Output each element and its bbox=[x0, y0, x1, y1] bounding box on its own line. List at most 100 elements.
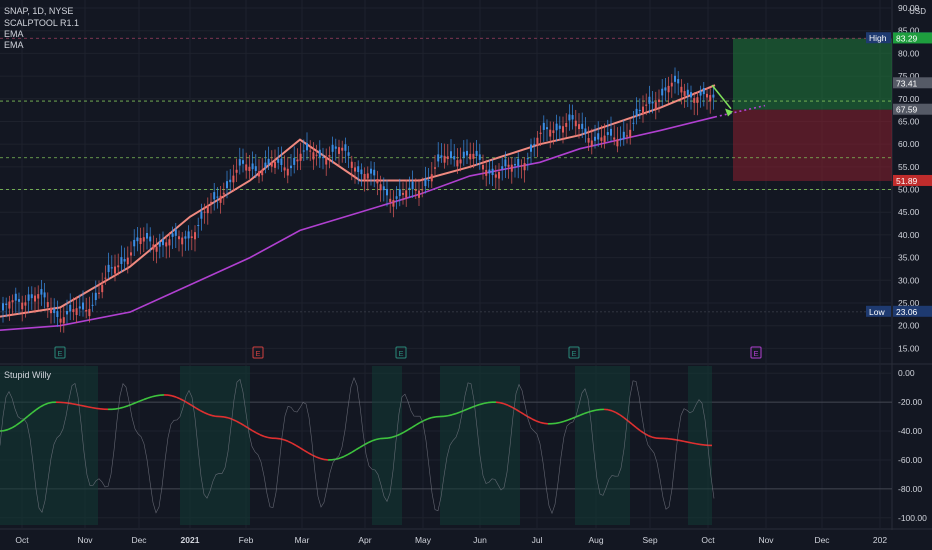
earnings-marker-label: E bbox=[255, 349, 260, 358]
candle-body bbox=[187, 231, 190, 239]
candle-body bbox=[661, 88, 664, 96]
indicator-segment bbox=[87, 406, 93, 409]
indicator-segment bbox=[299, 447, 305, 451]
indicator-segment bbox=[423, 418, 429, 422]
candle-body bbox=[286, 168, 289, 176]
candle-body bbox=[674, 75, 676, 82]
candle-body bbox=[398, 189, 401, 197]
candle-body bbox=[443, 155, 446, 163]
indicator-segment bbox=[507, 404, 513, 408]
indicator-segment bbox=[287, 440, 293, 444]
indicator-segment bbox=[75, 403, 81, 407]
indicator-segment bbox=[235, 420, 241, 424]
earnings-marker bbox=[54, 346, 66, 359]
candle-body bbox=[229, 179, 232, 183]
candle-body bbox=[264, 162, 267, 168]
candle-body bbox=[104, 277, 107, 279]
candle-body bbox=[677, 79, 680, 84]
candle-body bbox=[62, 317, 65, 324]
candle-body bbox=[446, 156, 449, 160]
legend-ema-fast: EMA bbox=[4, 29, 24, 39]
candle-body bbox=[85, 310, 88, 312]
time-tick-label: 202 bbox=[873, 535, 887, 545]
indicator-segment bbox=[631, 423, 637, 429]
candle-body bbox=[411, 181, 414, 190]
indicator-tick-label: -80.00 bbox=[898, 484, 922, 494]
candle-body bbox=[578, 124, 580, 130]
indicator-segment bbox=[263, 435, 269, 439]
candle-body bbox=[216, 196, 219, 198]
candle-body bbox=[619, 138, 622, 141]
candle-body bbox=[565, 123, 568, 127]
price-tag-entry bbox=[893, 103, 932, 115]
price-tick-label: 15.00 bbox=[898, 343, 920, 353]
indicator-segment bbox=[351, 449, 357, 453]
candle-body bbox=[478, 154, 481, 160]
indicator-segment bbox=[199, 409, 205, 414]
candle-body bbox=[302, 150, 305, 152]
candle-body bbox=[88, 308, 91, 317]
indicator-segment bbox=[223, 416, 229, 419]
time-tick-label: Aug bbox=[588, 535, 603, 545]
earnings-marker-label: E bbox=[571, 349, 576, 358]
price-tag-low bbox=[893, 305, 932, 317]
candle-body bbox=[427, 180, 430, 182]
indicator-segment bbox=[627, 420, 633, 425]
candle-body bbox=[594, 136, 596, 141]
indicator-segment bbox=[367, 440, 373, 444]
earnings-marker bbox=[568, 346, 580, 359]
indicator-segment bbox=[399, 431, 405, 435]
time-tick-label: Mar bbox=[295, 535, 310, 545]
indicator-segment bbox=[615, 411, 621, 416]
candle-body bbox=[552, 130, 555, 134]
candle-body bbox=[523, 162, 526, 171]
indicator-segment bbox=[347, 451, 353, 456]
candle-body bbox=[549, 129, 552, 137]
candle-body bbox=[66, 311, 68, 315]
indicator-segment bbox=[247, 427, 253, 432]
indicator-segment bbox=[503, 403, 509, 407]
indicator-title: Stupid Willy bbox=[4, 370, 52, 380]
candle-body bbox=[107, 264, 110, 273]
candle-body bbox=[8, 301, 11, 309]
candle-body bbox=[14, 293, 17, 301]
candle-body bbox=[482, 164, 484, 170]
time-tick-label: Jun bbox=[473, 535, 487, 545]
candle-body bbox=[120, 257, 123, 265]
indicator-segment bbox=[467, 406, 473, 410]
candle-body bbox=[238, 159, 241, 166]
candle-body bbox=[222, 192, 225, 195]
candle-body bbox=[27, 294, 30, 301]
candle-body bbox=[226, 181, 228, 189]
candle-body bbox=[680, 86, 683, 93]
candle-body bbox=[606, 132, 609, 135]
indicator-segment bbox=[411, 424, 417, 429]
candle-body bbox=[261, 169, 264, 176]
candle-body bbox=[280, 158, 283, 166]
indicator-segment bbox=[459, 409, 465, 413]
candle-body bbox=[296, 159, 299, 162]
time-tick-label: Oct bbox=[701, 535, 715, 545]
indicator-segment bbox=[391, 435, 397, 439]
candle-body bbox=[155, 246, 158, 252]
candle-body bbox=[43, 292, 46, 298]
time-tick-label: Dec bbox=[814, 535, 830, 545]
indicator-segment bbox=[387, 436, 393, 439]
candle-body bbox=[414, 189, 417, 191]
price-tag-value: 67.59 bbox=[896, 105, 918, 115]
candle-body bbox=[504, 159, 507, 167]
time-tick-label: Feb bbox=[239, 535, 254, 545]
price-tag-side-low bbox=[866, 305, 891, 317]
indicator-segment bbox=[671, 438, 677, 441]
price-tick-label: 55.00 bbox=[898, 162, 920, 172]
candle-body bbox=[635, 108, 638, 117]
candle-body bbox=[30, 294, 33, 299]
indicator-segment bbox=[635, 426, 641, 432]
candle-body bbox=[568, 114, 571, 121]
candle-body bbox=[402, 192, 404, 195]
indicator-segment bbox=[119, 406, 125, 409]
candle-body bbox=[696, 97, 699, 103]
candle-body bbox=[581, 123, 584, 129]
time-tick-label: Apr bbox=[358, 535, 371, 545]
